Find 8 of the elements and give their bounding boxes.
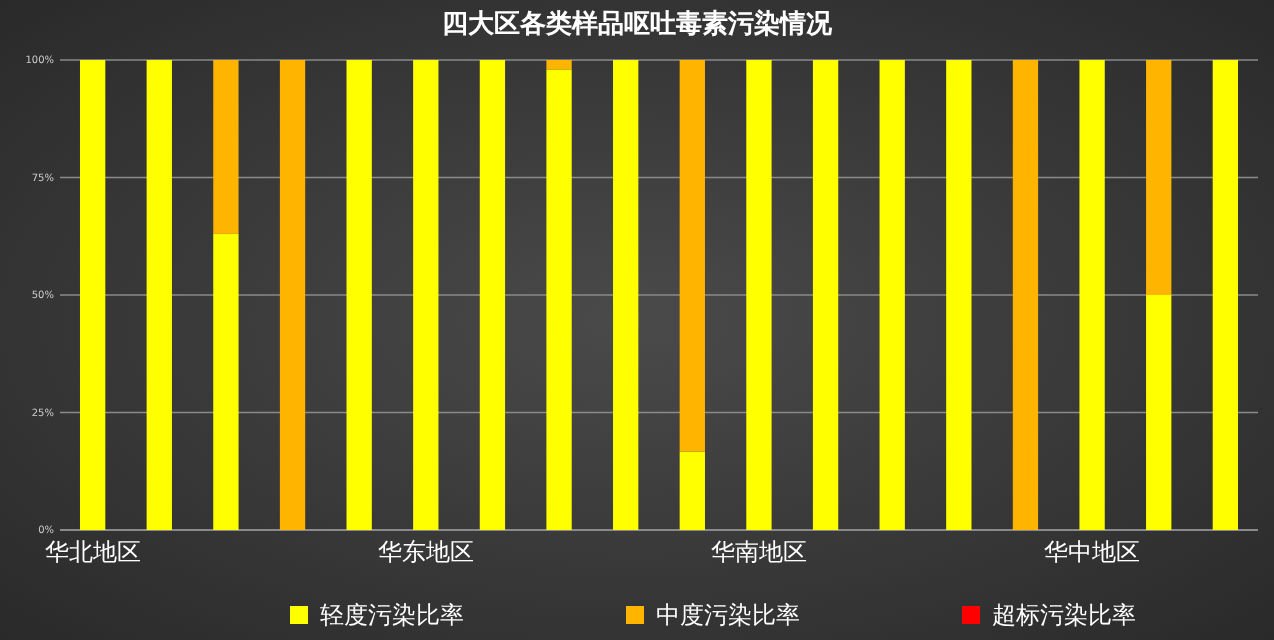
chart-title: 四大区各类样品呕吐毒素污染情况 <box>442 8 834 40</box>
legend-label: 轻度污染比率 <box>320 601 464 629</box>
x-tick-label: 华中地区 <box>1044 538 1141 566</box>
x-tick-label: 华东地区 <box>377 538 474 566</box>
legend-label: 中度污染比率 <box>656 601 800 629</box>
x-tick-label: 华南地区 <box>710 538 807 566</box>
x-tick-label: 华北地区 <box>44 538 141 566</box>
legend-label: 超标污染比率 <box>992 601 1136 629</box>
